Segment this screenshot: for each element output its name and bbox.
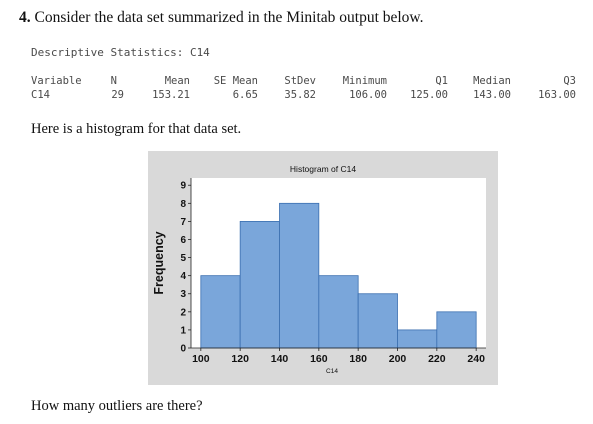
y-tick-label-7: 7 xyxy=(180,217,186,228)
x-tick-label-2: 140 xyxy=(271,353,289,365)
header-q3: Q3 xyxy=(563,75,576,87)
question-title: 4. Consider the data set summarized in t… xyxy=(19,9,424,27)
header-median: Median xyxy=(473,75,511,87)
header-stdev: StDev xyxy=(284,75,316,87)
x-tick-label-1: 120 xyxy=(231,353,249,365)
value-stdev: 35.82 xyxy=(284,89,316,101)
histogram-bar-2 xyxy=(279,202,320,349)
histogram-bar-3 xyxy=(318,275,359,349)
y-tick-label-2: 2 xyxy=(180,307,186,318)
value-variable: C14 xyxy=(31,89,50,101)
header-mean: Mean xyxy=(164,75,190,87)
value-mean: 153.21 xyxy=(152,89,190,101)
x-tick-label-0: 100 xyxy=(192,353,210,365)
stats-value-row: C14 29 153.21 6.65 35.82 106.00 125.00 1… xyxy=(31,89,576,103)
stats-heading: Descriptive Statistics: C14 xyxy=(31,46,210,59)
x-tick-label-3: 160 xyxy=(310,353,328,365)
stats-table: Variable N Mean SE Mean StDev Minimum Q1… xyxy=(31,75,576,103)
histogram-bar-1 xyxy=(239,221,280,349)
header-q1: Q1 xyxy=(435,75,448,87)
x-tick-label-4: 180 xyxy=(349,353,367,365)
histogram-bar-6 xyxy=(436,311,477,349)
header-se-mean: SE Mean xyxy=(213,75,258,87)
histogram-frame: Histogram of C14 Frequency C14 0 1 2 3 4 5 6 7 8… xyxy=(148,151,498,385)
closing-question: How many outliers are there? xyxy=(31,398,203,414)
question-number: 4. xyxy=(19,9,31,26)
y-axis-label: Frequency xyxy=(152,231,166,294)
value-q3: 163.00 xyxy=(538,89,576,101)
x-tick-label-6: 220 xyxy=(428,353,446,365)
y-tick-label-8: 8 xyxy=(180,199,186,210)
x-tick-label-7: 240 xyxy=(467,353,485,365)
header-minimum: Minimum xyxy=(342,75,387,87)
histogram-bar-4 xyxy=(357,293,398,349)
y-tick-label-3: 3 xyxy=(180,289,186,300)
y-tick-label-6: 6 xyxy=(180,235,186,246)
histogram-bar-5 xyxy=(397,329,438,349)
chart-title: Histogram of C14 xyxy=(290,164,356,174)
y-tick-label-1: 1 xyxy=(180,325,186,336)
value-median: 143.00 xyxy=(473,89,511,101)
histogram-bar-0 xyxy=(200,275,241,349)
value-minimum: 106.00 xyxy=(349,89,387,101)
question-text: Consider the data set summarized in the … xyxy=(34,9,424,26)
y-tick-label-4: 4 xyxy=(180,271,186,282)
x-tick-label-5: 200 xyxy=(389,353,407,365)
y-tick-label-5: 5 xyxy=(180,253,186,264)
header-n: N xyxy=(110,75,117,87)
histogram-chart: Histogram of C14 Frequency C14 0 1 2 3 4 5 6 7 8… xyxy=(148,151,498,385)
value-q1: 125.00 xyxy=(410,89,448,101)
intro-text: Here is a histogram for that data set. xyxy=(31,121,242,137)
x-axis-label: C14 xyxy=(326,368,338,375)
plot-area: 0 1 2 3 4 5 6 7 8 9 100 120 140 160 180 200 220 240 xyxy=(180,178,486,365)
stats-header-row: Variable N Mean SE Mean StDev Minimum Q1… xyxy=(31,75,576,89)
value-n: 29 xyxy=(111,89,124,101)
value-se-mean: 6.65 xyxy=(232,89,258,101)
y-tick-label-0: 0 xyxy=(180,344,186,355)
header-variable: Variable xyxy=(31,75,82,87)
y-tick-label-9: 9 xyxy=(180,181,186,192)
